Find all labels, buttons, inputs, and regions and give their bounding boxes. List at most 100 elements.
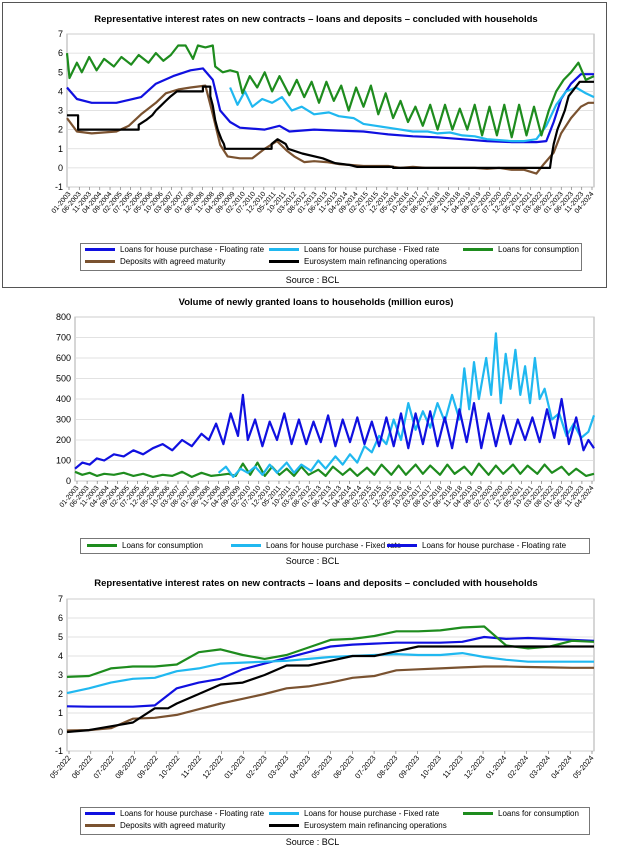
legend-swatch [87,544,117,547]
y-tick-label: 3 [58,670,63,680]
legend-swatch [387,544,417,547]
series-line-2 [65,44,595,139]
legend-swatch [269,260,299,263]
legend-swatch [85,248,115,251]
legend-label: Loans for house purchase - Floating rate [120,809,265,818]
legend-swatch [85,812,115,815]
legend-swatch [269,248,299,251]
y-tick-label: 800 [56,312,71,322]
source-note: Source : BCL [285,837,340,847]
series-line-1 [66,652,594,695]
y-tick-label: 7 [58,29,63,39]
legend-item: Loans for house purchase - Fixed rate [269,809,439,818]
y-tick-label: 200 [56,435,71,445]
series-line-0 [66,67,594,144]
x-tick-label: 02-2024 [506,754,531,781]
chart-panel-volume: Volume of newly granted loans to househo… [0,293,625,573]
y-tick-label: 0 [66,476,71,486]
x-tick-label: 04-2023 [288,754,313,781]
x-tick-label: 01-2024 [484,754,509,781]
legend-item: Eurosystem main refinancing operations [269,257,447,266]
legend-item: Loans for house purchase - Floating rate [85,245,264,254]
x-tick-label: 03-2023 [266,754,291,781]
legend-swatch [463,812,493,815]
y-tick-label: 4 [58,651,63,661]
x-tick-label: 06-2023 [331,754,356,781]
source-note: Source : BCL [285,556,340,566]
y-tick-label: 5 [58,67,63,77]
chart-rates-full: Representative interest rates on new con… [51,14,596,215]
series-line-3 [66,665,594,732]
source-note: Source : BCL [285,275,340,285]
x-tick-label: 11-2023 [441,754,465,780]
legend-swatch [231,544,261,547]
y-tick-label: 2 [58,689,63,699]
x-tick-label: 05-2023 [309,754,334,781]
x-tick-label: 09-2023 [397,754,422,781]
x-tick-label: 03-2024 [527,754,552,781]
chart-panel-rates-recent: Representative interest rates on new con… [0,575,625,853]
legend-label: Loans for house purchase - Fixed rate [304,245,440,254]
legend-item: Deposits with agreed maturity [85,257,225,266]
x-tick-label: 06-2022 [70,754,95,781]
series-line-1 [217,332,596,478]
x-tick-label: 09-2022 [135,754,160,781]
y-tick-label: 3 [58,106,63,116]
y-tick-label: 5 [58,632,63,642]
y-tick-label: 500 [56,374,71,384]
legend-item: Loans for house purchase - Floating rate [387,541,566,550]
chart-rates-recent: Representative interest rates on new con… [48,578,596,781]
legend-swatch [269,812,299,815]
x-tick-label: 11-2022 [179,754,203,780]
x-tick-label: 04-2024 [549,754,574,781]
y-tick-label: 1 [58,144,63,154]
chart-title: Volume of newly granted loans to househo… [179,297,454,308]
legend: Loans for house purchase - Floating rate… [80,807,590,835]
y-tick-label: 0 [58,727,63,737]
legend-item: Loans for house purchase - Floating rate [85,809,264,818]
legend-label: Eurosystem main refinancing operations [304,257,447,266]
x-tick-label: 07-2023 [353,754,378,781]
chart-title: Representative interest rates on new con… [94,14,537,25]
y-tick-label: 6 [58,48,63,58]
legend-label: Eurosystem main refinancing operations [304,821,447,830]
legend-swatch [85,260,115,263]
x-tick-label: 07-2022 [92,754,117,781]
x-tick-label: 05-2024 [571,754,596,781]
y-tick-label: -1 [55,746,63,756]
legend-label: Loans for house purchase - Fixed rate [304,809,440,818]
x-tick-label: 05-2022 [48,754,73,781]
legend-item: Loans for consumption [87,541,203,550]
chart-volume: Volume of newly granted loans to househo… [56,297,596,509]
x-tick-label: 08-2023 [375,754,400,781]
series-line-0 [74,461,595,478]
y-tick-label: 2 [58,125,63,135]
chart-title: Representative interest rates on new con… [94,578,537,589]
legend-swatch [269,824,299,827]
legend-label: Deposits with agreed maturity [120,257,226,266]
legend-item: Deposits with agreed maturity [85,821,225,830]
y-tick-label: 6 [58,613,63,623]
x-tick-label: 12-2022 [200,754,225,781]
legend-item: Loans for house purchase - Fixed rate [231,541,401,550]
series-line-2 [74,393,595,470]
x-tick-label: 01-2023 [222,754,247,781]
legend-label: Loans for house purchase - Fixed rate [266,541,402,550]
x-tick-label: 10-2022 [157,754,182,781]
legend-label: Loans for consumption [498,245,579,254]
y-tick-label: 7 [58,594,63,604]
legend: Loans for house purchase - Floating rate… [80,243,582,271]
y-tick-label: 600 [56,353,71,363]
series-line-4 [66,645,594,734]
legend-label: Loans for house purchase - Floating rate [422,541,567,550]
x-tick-label: 02-2023 [244,754,269,781]
chart-panel-rates-full: Representative interest rates on new con… [0,0,625,290]
y-tick-label: 4 [58,86,63,96]
y-tick-label: 400 [56,394,71,404]
legend-item: Loans for house purchase - Fixed rate [269,245,439,254]
y-tick-label: 700 [56,333,71,343]
legend-item: Loans for consumption [463,809,579,818]
series-line-0 [66,635,595,708]
y-tick-label: 300 [56,415,71,425]
y-tick-label: 0 [58,163,63,173]
